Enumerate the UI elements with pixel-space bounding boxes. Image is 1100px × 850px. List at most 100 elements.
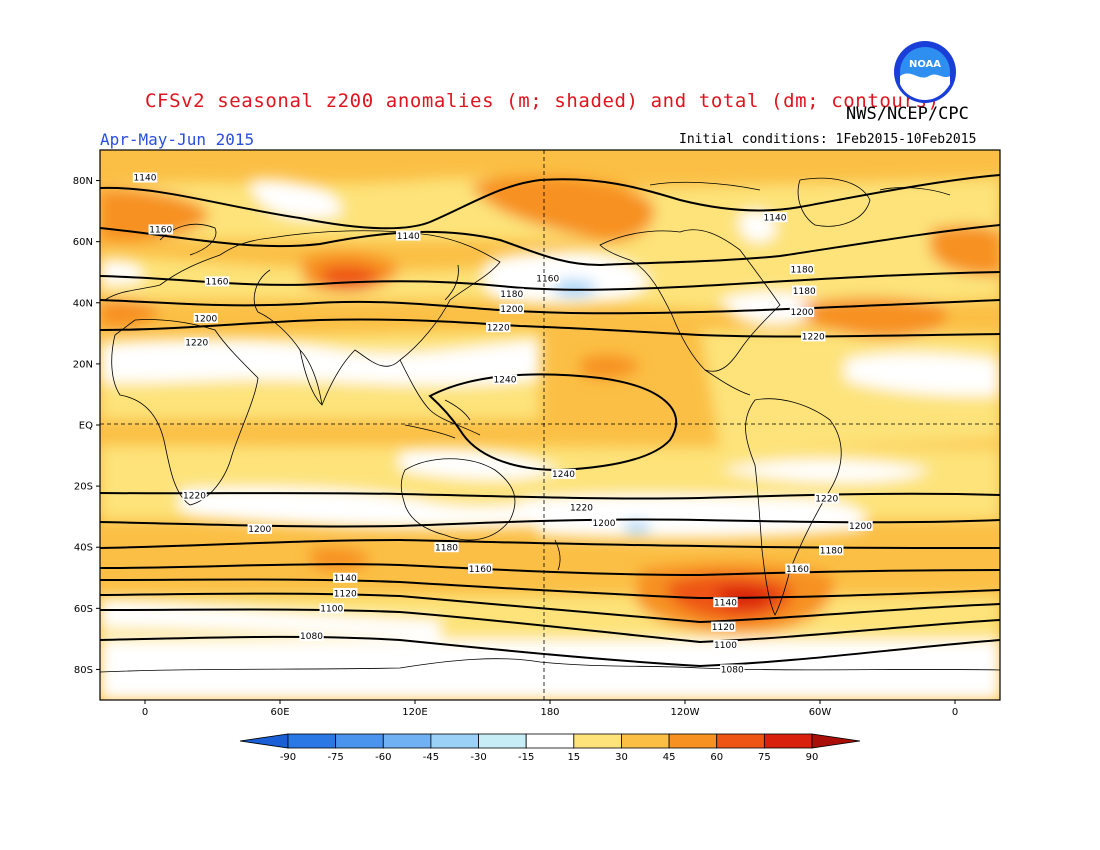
initial-conditions: Initial conditions: 1Feb2015-10Feb2015 xyxy=(679,132,977,147)
contour-label-box xyxy=(193,313,218,324)
contour-label: 1140 xyxy=(397,232,420,242)
contour-label-box xyxy=(182,490,207,501)
contour-label: 1080 xyxy=(721,666,744,676)
lat-tick-label: 20N xyxy=(73,359,93,370)
colorbar-tick-label: 90 xyxy=(806,752,819,763)
contour-label-box xyxy=(711,621,736,632)
lat-tick-label: 40N xyxy=(73,298,93,309)
noaa-logo-text: NOAA xyxy=(909,59,941,70)
contour-1220-south xyxy=(100,492,1000,500)
contour-label: 1200 xyxy=(791,308,814,318)
contour-label: 1180 xyxy=(793,287,816,297)
contour-label-box xyxy=(785,563,810,574)
lat-tick-label: 40S xyxy=(74,543,93,554)
contour-label: 1100 xyxy=(320,605,343,615)
colorbar-tick-label: 60 xyxy=(710,752,723,763)
agency-credit: NWS/NCEP/CPC xyxy=(846,104,969,124)
contour-label: 1140 xyxy=(714,598,737,608)
contour-label: 1120 xyxy=(334,589,357,599)
contour-label-box xyxy=(319,603,344,614)
contour-label-box xyxy=(535,273,560,284)
colorbar-swatch xyxy=(716,733,765,749)
contour-label-box xyxy=(132,172,158,183)
contour-label-box xyxy=(434,542,459,553)
contour-label: 1180 xyxy=(820,546,843,556)
contour-label-box xyxy=(486,322,511,333)
contour-label-box xyxy=(499,288,524,299)
contour-label-box xyxy=(713,597,738,608)
lon-tick-label: 0 xyxy=(952,707,958,718)
contour-label-box xyxy=(569,502,594,513)
colorbar-swatch xyxy=(287,733,337,749)
colorbar-swatch xyxy=(621,733,670,749)
contour-label-box xyxy=(819,545,844,556)
contour-label: 1160 xyxy=(206,278,229,288)
noaa-logo: NOAA xyxy=(894,41,956,103)
contour-label-box xyxy=(333,572,358,583)
forecast-period: Apr-May-Jun 2015 xyxy=(100,130,255,149)
contour-label-box xyxy=(762,212,788,223)
lat-tick-label: 60S xyxy=(74,604,93,615)
contour-label: 1220 xyxy=(802,333,825,343)
contour-label: 1240 xyxy=(552,470,575,480)
contour-1180-north xyxy=(100,271,1000,291)
contour-label-box xyxy=(499,303,524,314)
colorbar-swatch xyxy=(525,733,575,749)
contour-label-box xyxy=(204,276,230,287)
contour-label-box xyxy=(551,468,576,479)
lat-tick-label: 80S xyxy=(74,665,93,676)
colorbar-swatch xyxy=(763,733,813,749)
contour-label: 1220 xyxy=(487,323,510,333)
lat-tick-label: 20S xyxy=(74,482,93,493)
contour-label: 1200 xyxy=(593,519,616,529)
contour-label-box xyxy=(801,331,826,342)
colorbar-tick-label: -30 xyxy=(470,752,486,763)
contour-label: 1160 xyxy=(786,565,809,575)
coastlines xyxy=(100,177,1000,673)
contour-label: 1220 xyxy=(570,504,593,514)
contour-label: 1100 xyxy=(714,641,737,651)
contour-label-box xyxy=(492,374,518,385)
colorbar-arrow-high xyxy=(811,733,861,749)
contour-label-box xyxy=(713,640,738,650)
contour-label-box xyxy=(848,520,873,531)
contour-label-box xyxy=(184,337,209,348)
contour-label: 1200 xyxy=(194,314,217,324)
contour-label: 1140 xyxy=(764,213,787,223)
lon-tick-label: 180 xyxy=(540,707,559,718)
colorbar-tick-label: -60 xyxy=(375,752,391,763)
contour-label: 1240 xyxy=(494,375,517,385)
contour-label: 1140 xyxy=(334,574,357,584)
contour-label: 1120 xyxy=(712,623,735,633)
contour-label-box xyxy=(792,285,817,296)
contour-1240-tropics xyxy=(428,373,677,472)
contour-label: 1220 xyxy=(185,339,208,349)
contour-label: 1200 xyxy=(849,522,872,532)
contour-1120-south xyxy=(100,592,1000,624)
contour-1160-south xyxy=(100,563,1000,577)
contour-label-layer: 1140114011601160120012201160118012001220… xyxy=(132,172,873,676)
contour-label: 1200 xyxy=(248,525,271,535)
lat-tick-label: EQ xyxy=(79,421,93,432)
longitude-axis: 0 60E 120E 180 120W 60W 0 xyxy=(142,700,958,718)
figure-title: CFSv2 seasonal z200 anomalies (m; shaded… xyxy=(145,90,940,112)
colorbar-tick-label: -15 xyxy=(518,752,534,763)
contour-label: 1140 xyxy=(134,174,157,184)
contour-label-box xyxy=(789,306,815,317)
contour-1100-south xyxy=(100,608,1000,644)
colorbar-tick-label: -75 xyxy=(327,752,343,763)
contour-label: 1160 xyxy=(469,565,492,575)
reference-lines xyxy=(100,150,1000,700)
contour-1080-south xyxy=(100,635,1000,668)
contour-label: 1160 xyxy=(536,275,559,285)
colorbar: -90 -75 -60 -45 -30 -15 15 30 45 60 75 90 xyxy=(239,733,861,763)
lon-tick-label: 120E xyxy=(402,707,427,718)
lon-tick-label: 120W xyxy=(671,707,700,718)
contour-label: 1180 xyxy=(500,290,523,300)
colorbar-tick-label: 75 xyxy=(758,752,771,763)
colorbar-swatch xyxy=(478,733,527,749)
contour-label-box xyxy=(396,230,421,241)
lat-tick-label: 80N xyxy=(73,176,93,187)
contour-label-box xyxy=(814,493,839,504)
